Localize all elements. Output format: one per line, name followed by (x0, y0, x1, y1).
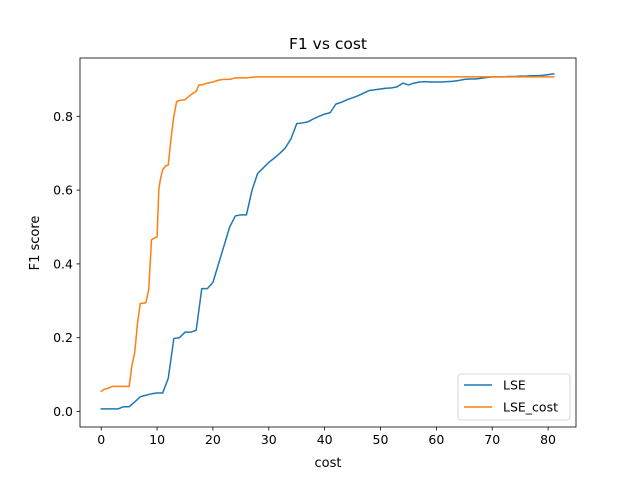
chart-title: F1 vs cost (289, 35, 367, 53)
x-tick-label: 50 (373, 432, 389, 447)
legend-label-0: LSE (503, 378, 526, 393)
axes-frame (79, 57, 577, 428)
y-tick-label: 0.6 (53, 183, 73, 198)
x-tick-label: 60 (428, 432, 444, 447)
y-tick-label: 0.4 (53, 256, 73, 271)
x-tick-label: 30 (261, 432, 277, 447)
x-tick-label: 10 (149, 432, 165, 447)
x-tick-label: 0 (97, 432, 105, 447)
y-axis-title: F1 score (28, 216, 43, 271)
axes: 0 10 20 30 40 50 60 70 80 0.0 0.2 0.4 0.6 0.8 (53, 57, 577, 447)
legend: LSE LSE_cost (457, 373, 571, 421)
x-tick-label: 20 (205, 432, 221, 447)
y-tick-label: 0.2 (53, 330, 73, 345)
x-tick-label: 40 (317, 432, 333, 447)
series-line-1 (100, 76, 555, 393)
y-tick-label: 0.8 (53, 109, 73, 124)
y-tick-label: 0.0 (53, 404, 73, 419)
series-line-0 (100, 73, 555, 410)
legend-label-1: LSE_cost (503, 400, 558, 415)
plot-area (100, 73, 555, 410)
x-tick-label: 70 (484, 432, 500, 447)
x-axis-title: cost (315, 456, 342, 471)
x-tick-label: 80 (540, 432, 556, 447)
